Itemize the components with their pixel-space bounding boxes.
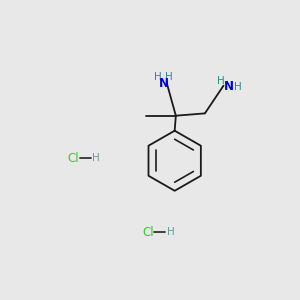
Text: H: H xyxy=(217,76,225,85)
Text: Cl: Cl xyxy=(68,152,79,165)
Text: H: H xyxy=(166,72,173,82)
Text: N: N xyxy=(159,77,169,90)
Text: N: N xyxy=(224,80,234,93)
Text: H: H xyxy=(167,227,175,237)
Text: H: H xyxy=(234,82,241,92)
Text: H: H xyxy=(154,72,162,82)
Text: Cl: Cl xyxy=(142,226,154,239)
Text: H: H xyxy=(92,153,100,164)
